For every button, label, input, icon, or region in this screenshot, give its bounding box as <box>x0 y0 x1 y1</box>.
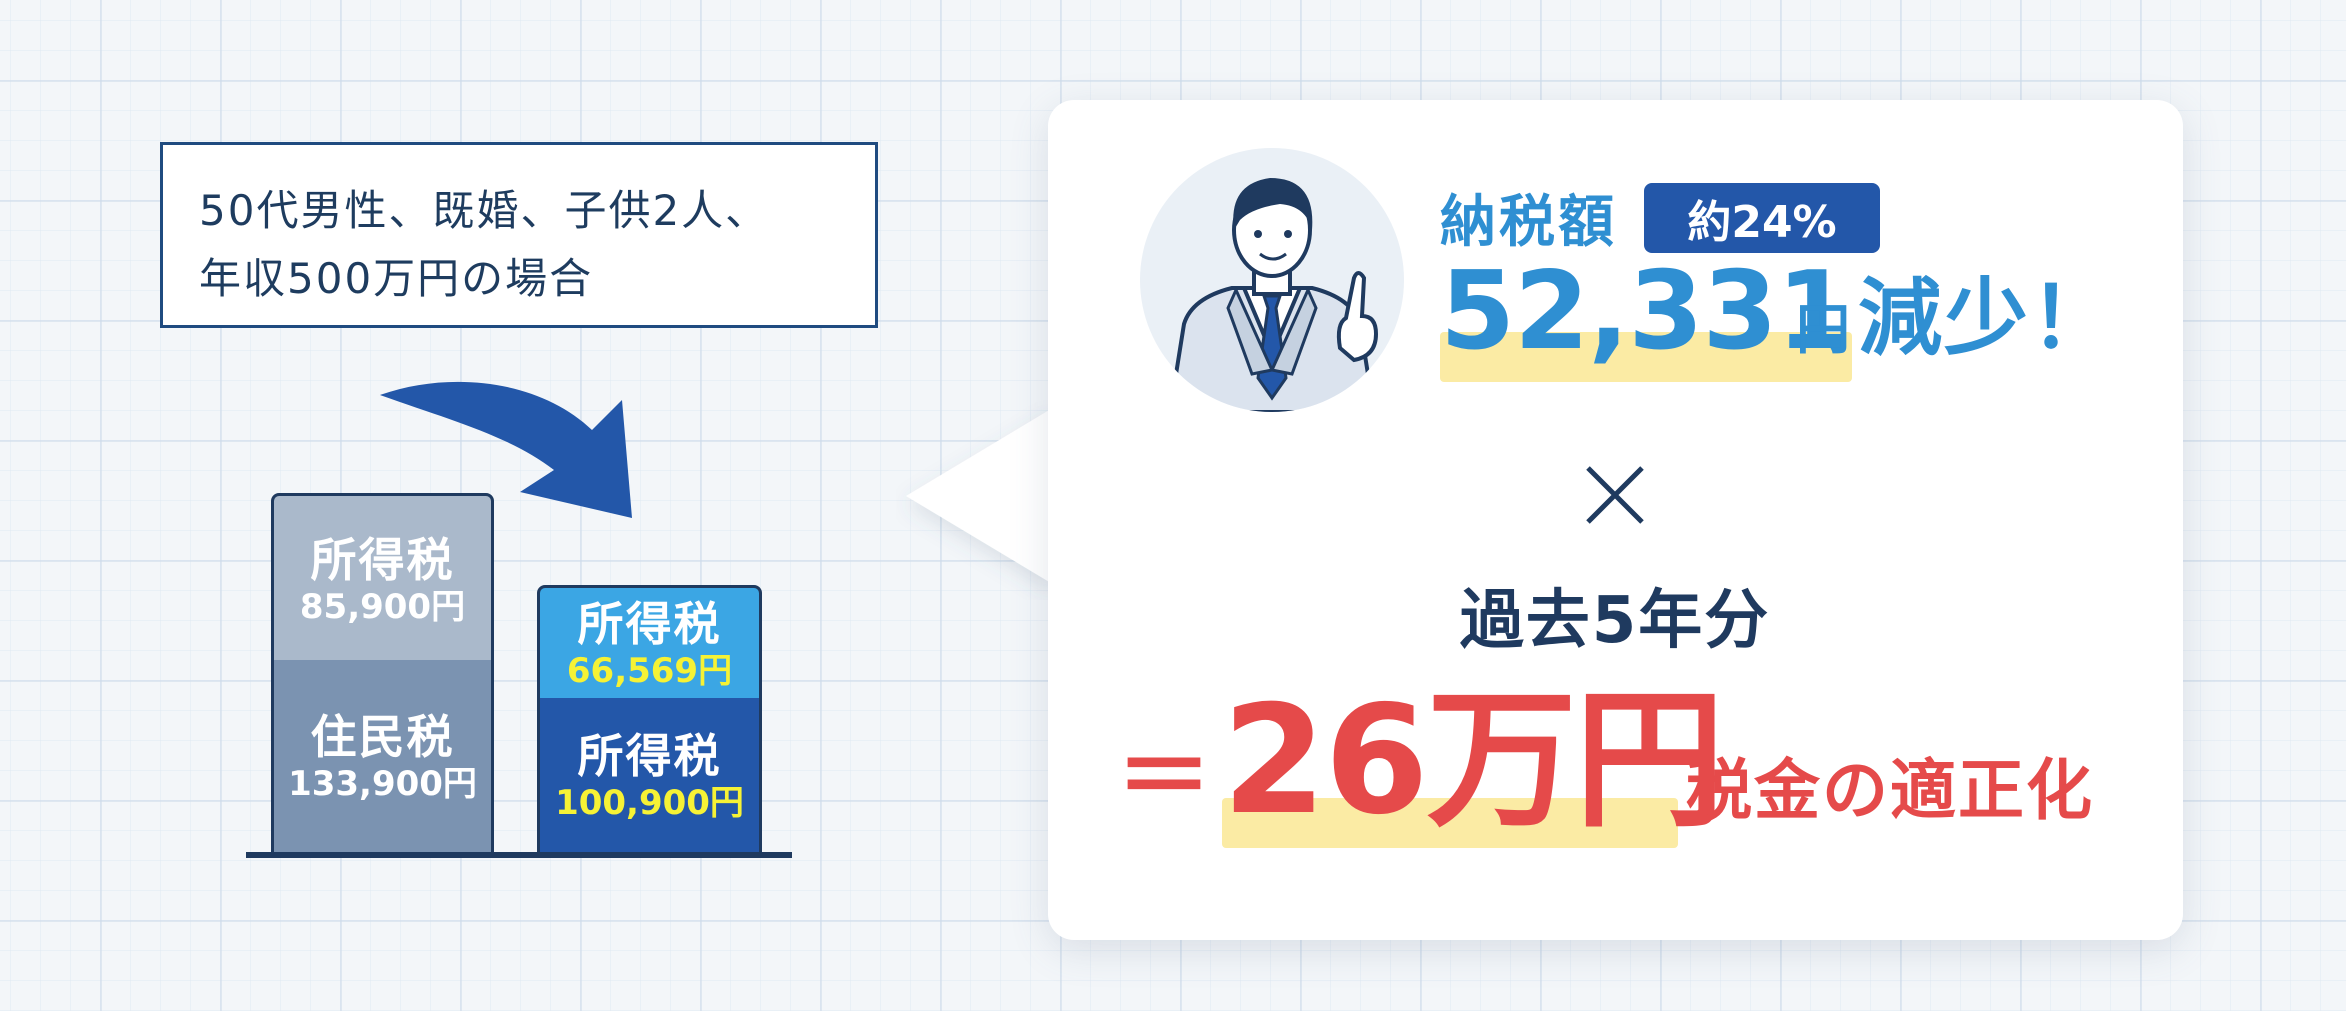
before-resident-tax-label: 住民税 <box>310 709 455 764</box>
after-income-tax-amount: 66,569円 <box>566 651 733 691</box>
tax-amount-label: 納税額 <box>1440 190 1617 255</box>
reduction-suffix: 減少！ <box>1858 269 2117 367</box>
amount-highlight <box>1440 332 1852 382</box>
speech-pointer <box>906 406 1056 586</box>
avatar <box>1140 148 1404 412</box>
multiply-icon <box>1586 466 1644 524</box>
after-second-tax-label: 所得税 <box>577 728 722 783</box>
after-second-tax-amount: 100,900円 <box>555 782 744 823</box>
after-income-tax-bar: 所得税 66,569円 <box>537 585 762 700</box>
after-income-tax-label: 所得税 <box>577 597 722 651</box>
before-income-tax-bar: 所得税 85,900円 <box>271 493 494 663</box>
equals-sign: ＝ <box>1116 721 1212 833</box>
reduction-amount: 52,331 <box>1440 249 1852 374</box>
before-income-tax-amount: 85,900円 <box>299 586 466 627</box>
condition-line-1: 50代男性、既婚、子供2人、 <box>199 186 770 235</box>
total-suffix: 税金の適正化 <box>1686 752 2094 829</box>
condition-line-2: 年収500万円の場合 <box>199 254 594 303</box>
reduction-unit: 円 <box>1796 298 1850 361</box>
before-resident-tax-bar: 住民税 133,900円 <box>271 660 494 856</box>
before-resident-tax-amount: 133,900円 <box>288 763 477 804</box>
bar-baseline <box>246 852 792 858</box>
businessman-pointing-icon <box>1167 178 1379 412</box>
after-second-tax-bar: 所得税 100,900円 <box>537 698 762 856</box>
curved-arrow-icon <box>380 381 632 518</box>
total-amount: 26万円 <box>1222 674 1725 848</box>
period-label: 過去5年分 <box>1459 584 1771 658</box>
before-income-tax-label: 所得税 <box>310 532 455 587</box>
total-highlight <box>1222 798 1678 848</box>
percent-badge: 約24% <box>1644 183 1880 253</box>
condition-box: 50代男性、既婚、子供2人、 年収500万円の場合 <box>160 142 878 328</box>
